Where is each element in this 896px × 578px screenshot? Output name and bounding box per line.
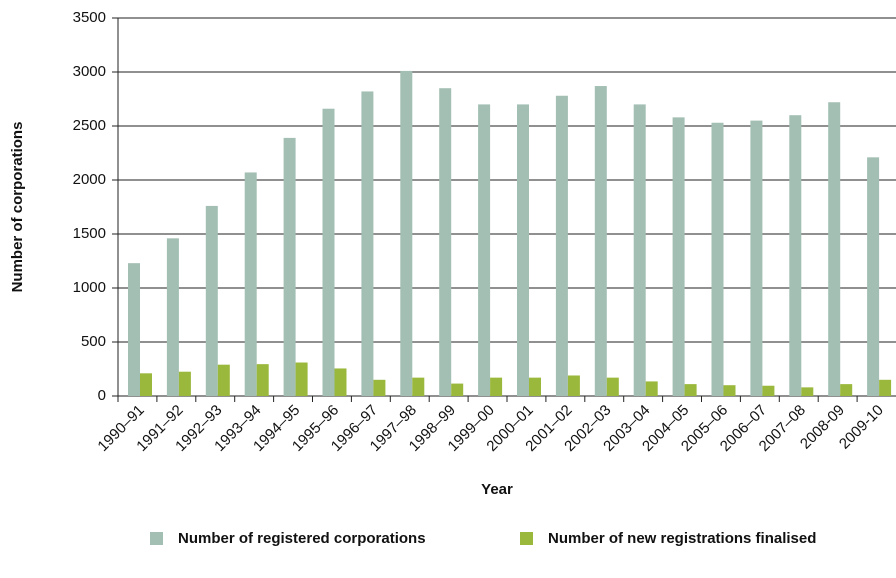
y-tick-label: 3000 xyxy=(73,63,106,80)
y-tick-label: 3500 xyxy=(73,9,106,26)
bar xyxy=(373,379,386,396)
bar xyxy=(801,387,814,396)
bar xyxy=(879,379,892,396)
y-tick-label: 1500 xyxy=(73,225,106,242)
y-tick-label: 1000 xyxy=(73,279,106,296)
y-tick-label: 0 xyxy=(98,387,106,404)
y-axis-title: Number of corporations xyxy=(9,122,26,293)
bar xyxy=(750,120,763,396)
bar xyxy=(451,383,464,396)
bar xyxy=(555,95,568,396)
bar xyxy=(217,364,230,396)
bar xyxy=(178,371,191,396)
legend-swatch xyxy=(520,532,533,545)
bar xyxy=(711,122,724,396)
bar xyxy=(867,157,880,396)
bar xyxy=(684,384,697,396)
bar xyxy=(789,115,802,396)
bar xyxy=(490,377,503,396)
bar xyxy=(166,238,179,396)
y-tick-label: 2000 xyxy=(73,171,106,188)
bar xyxy=(205,205,218,396)
bar xyxy=(723,385,736,396)
bar xyxy=(439,88,452,396)
bar xyxy=(594,86,607,396)
bar xyxy=(828,102,841,397)
bar xyxy=(633,104,646,397)
bar xyxy=(840,384,853,396)
bar xyxy=(283,137,296,396)
bar xyxy=(412,377,425,396)
bar xyxy=(128,263,140,396)
y-tick-label: 500 xyxy=(81,333,106,350)
bar xyxy=(361,91,374,396)
bar xyxy=(322,108,335,396)
bar xyxy=(567,375,580,396)
x-axis-title: Year xyxy=(481,481,513,498)
bar xyxy=(529,377,541,396)
bar xyxy=(244,172,257,396)
bar xyxy=(295,362,308,396)
bar xyxy=(645,381,658,396)
bar xyxy=(256,364,269,396)
legend-label: Number of new registrations finalised xyxy=(548,530,816,547)
bar xyxy=(140,373,152,396)
bar xyxy=(517,104,529,397)
legend-label: Number of registered corporations xyxy=(178,530,426,547)
legend-swatch xyxy=(150,532,163,545)
bar xyxy=(334,368,347,396)
bar xyxy=(478,104,491,397)
bar xyxy=(672,117,685,397)
y-tick-label: 2500 xyxy=(73,117,106,134)
bar xyxy=(762,385,775,396)
bar xyxy=(606,377,619,396)
bar xyxy=(400,70,413,397)
